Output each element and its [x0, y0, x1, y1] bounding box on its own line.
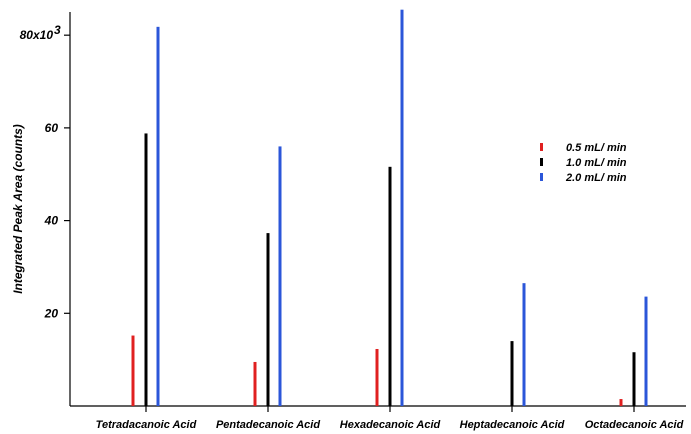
bar-3-5 — [644, 296, 648, 406]
x-category-label: Octadecanoic Acid — [585, 419, 684, 431]
x-category-label: Tetradacanoic Acid — [96, 419, 197, 431]
bars — [131, 9, 648, 407]
legend-swatch — [540, 158, 543, 166]
bar-3-4 — [522, 283, 526, 406]
legend-label: 1.0 mL/ min — [566, 157, 627, 169]
x-category-label: Heptadecanoic Acid — [460, 419, 565, 431]
x-category-label: Pentadecanoic Acid — [216, 419, 320, 431]
bar-3-3 — [400, 9, 404, 407]
bar-3-1 — [156, 26, 160, 406]
y-tick-exponent: 3 — [54, 23, 61, 37]
bar-2-3 — [388, 166, 392, 406]
bar-2-5 — [632, 352, 636, 406]
bar-1-1 — [131, 335, 135, 406]
legend: 0.5 mL/ min 1.0 mL/ min 2.0 mL/ min — [540, 142, 627, 184]
axes — [69, 12, 686, 407]
y-tick-label: 60 — [45, 121, 59, 135]
bar-2-4 — [510, 341, 514, 406]
bar-2-2 — [266, 233, 270, 406]
bar-1-5 — [619, 399, 623, 406]
legend-label: 0.5 mL/ min — [566, 142, 627, 154]
y-axis-title: Integrated Peak Area (counts) — [11, 124, 25, 294]
y-tick-label: 40 — [44, 214, 59, 228]
legend-swatch — [540, 173, 543, 181]
legend-label: 2.0 mL/ min — [565, 172, 627, 184]
y-ticks: 20 40 60 80x10 3 — [20, 23, 70, 320]
bar-1-2 — [253, 361, 257, 406]
legend-swatch — [540, 143, 543, 151]
x-ticks: Tetradacanoic Acid Pentadecanoic Acid Hexa… — [96, 406, 684, 431]
bar-3-2 — [278, 146, 282, 406]
bar-2-1 — [144, 133, 148, 406]
x-category-label: Hexadecanoic Acid — [340, 419, 441, 431]
bar-1-3 — [375, 348, 379, 406]
y-tick-label: 80x10 — [20, 28, 54, 42]
y-tick-label: 20 — [44, 306, 59, 320]
